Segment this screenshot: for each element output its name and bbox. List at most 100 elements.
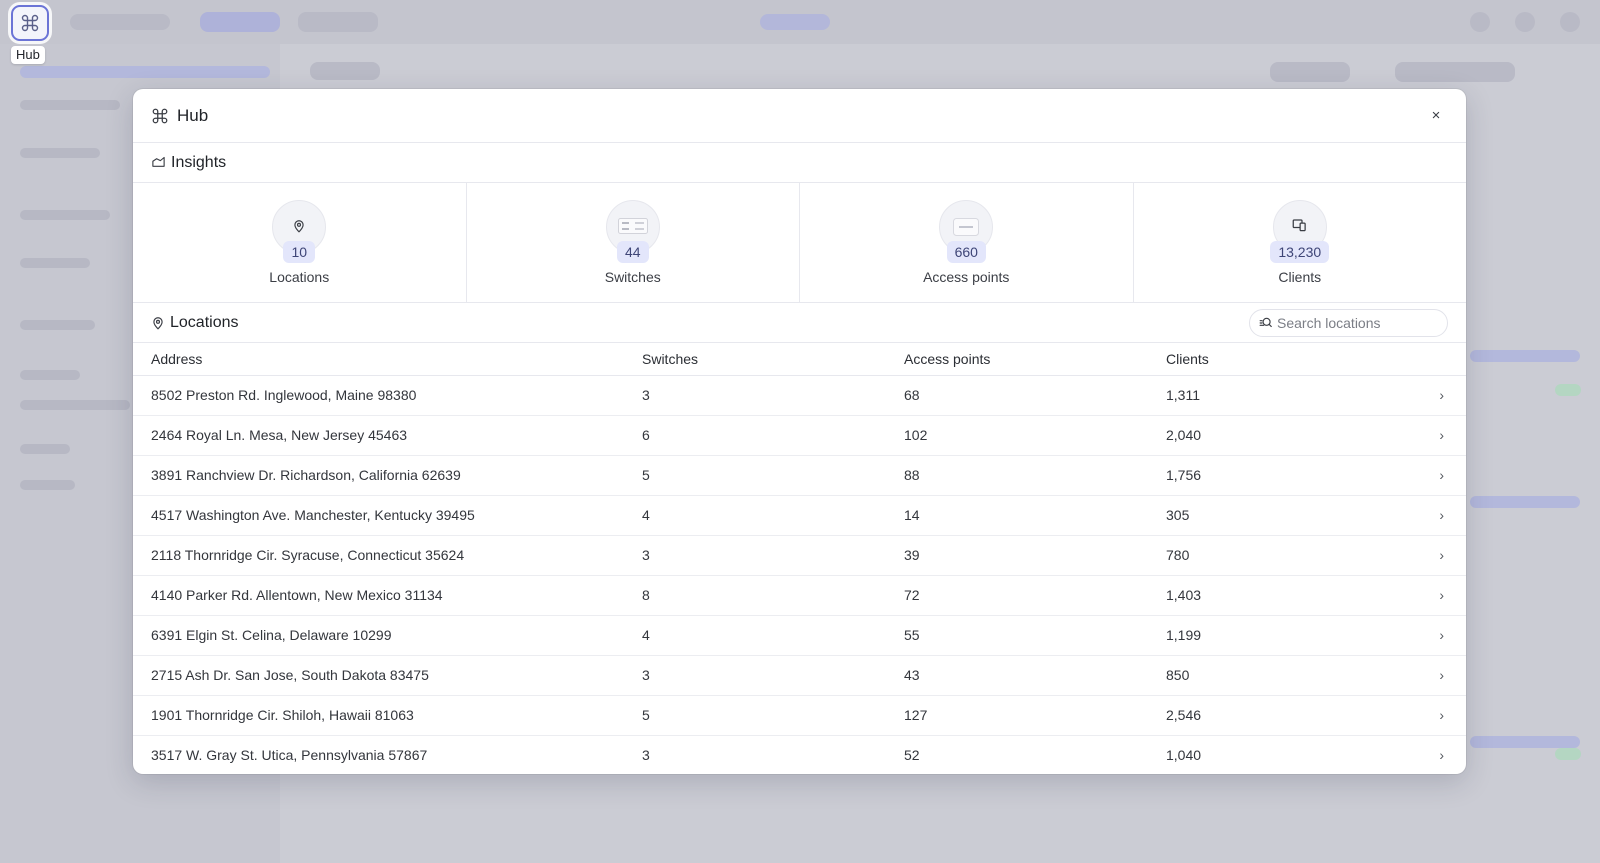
insight-card-clients[interactable]: 13,230 Clients [1134, 183, 1467, 302]
background-placeholder [1560, 12, 1580, 32]
insight-card-locations[interactable]: 10 Locations [133, 183, 467, 302]
column-header-actions [1428, 343, 1466, 376]
insights-header: Insights [133, 143, 1466, 183]
insights-row: 10 Locations 44 Switches [133, 183, 1466, 303]
table-row[interactable]: 4517 Washington Ave. Manchester, Kentuck… [133, 495, 1466, 536]
column-header-access-points[interactable]: Access points [904, 343, 1166, 376]
insight-card-access-points[interactable]: 660 Access points [800, 183, 1134, 302]
cell-address: 2715 Ash Dr. San Jose, South Dakota 8347… [133, 655, 642, 696]
background-placeholder [70, 14, 170, 30]
cell-clients: 1,756 [1166, 455, 1428, 496]
cell-access-points: 127 [904, 695, 1166, 736]
chevron-right-icon[interactable]: › [1439, 747, 1444, 764]
background-placeholder [200, 12, 280, 32]
insight-icon-circle [605, 200, 660, 254]
cell-access-points: 14 [904, 495, 1166, 536]
cell-access-points: 39 [904, 535, 1166, 576]
cell-address: 4517 Washington Ave. Manchester, Kentuck… [133, 495, 642, 536]
search-input[interactable] [1277, 314, 1437, 331]
chevron-right-icon[interactable]: › [1428, 455, 1466, 496]
chevron-right-icon[interactable]: › [1428, 695, 1466, 736]
background-placeholder [20, 480, 75, 490]
cell-switches: 4 [642, 495, 904, 536]
cell-clients: 305 [1166, 495, 1428, 536]
table-row[interactable]: 3517 W. Gray St. Utica, Pennsylvania 578… [133, 735, 1466, 774]
column-header-switches[interactable]: Switches [642, 343, 904, 376]
insight-label: Access points [923, 269, 1010, 285]
chevron-right-icon[interactable]: › [1428, 375, 1466, 416]
cell-switches: 3 [642, 747, 650, 764]
table-header-row: Address Switches Access points Clients [133, 343, 1466, 376]
close-button[interactable]: × [1424, 104, 1448, 128]
cell-address: 6391 Elgin St. Celina, Delaware 10299 [133, 615, 642, 656]
insight-count: 660 [946, 241, 986, 263]
cell-switches: 4 [642, 615, 904, 656]
chevron-right-icon[interactable]: › [1428, 535, 1466, 576]
close-icon: × [1431, 107, 1441, 124]
search-icon [1259, 316, 1273, 330]
table-row[interactable]: 8502 Preston Rd. Inglewood, Maine 98380 … [133, 375, 1466, 416]
cell-switches: 3 [642, 375, 904, 416]
search-box[interactable] [1249, 308, 1448, 337]
background-placeholder [1470, 496, 1580, 508]
cell-address: 2464 Royal Ln. Mesa, New Jersey 45463 [133, 415, 642, 456]
background-placeholder [1270, 62, 1350, 82]
insight-label: Switches [604, 269, 661, 285]
cell-access-points: 55 [904, 615, 1166, 656]
cell-access-points: 72 [904, 575, 1166, 616]
cell-access-points: 52 [904, 747, 920, 764]
chevron-right-icon[interactable]: › [1428, 615, 1466, 656]
background-placeholder [1555, 748, 1581, 760]
background-placeholder [20, 148, 100, 158]
table-row[interactable]: 2464 Royal Ln. Mesa, New Jersey 45463 6 … [133, 415, 1466, 456]
table-row[interactable]: 6391 Elgin St. Celina, Delaware 10299 4 … [133, 615, 1466, 656]
command-icon [20, 13, 40, 33]
locations-header: Locations [133, 303, 1466, 343]
background-placeholder [20, 100, 120, 110]
modal-title: Hub [177, 105, 209, 125]
table-row[interactable]: 2715 Ash Dr. San Jose, South Dakota 8347… [133, 655, 1466, 696]
hub-launcher-button[interactable] [11, 5, 49, 41]
table-row[interactable]: 1901 Thornridge Cir. Shiloh, Hawaii 8106… [133, 695, 1466, 736]
cell-clients: 2,546 [1166, 695, 1428, 736]
background-placeholder [20, 66, 270, 78]
cell-address: 3891 Ranchview Dr. Richardson, Californi… [133, 455, 642, 496]
background-placeholder [760, 14, 830, 30]
column-header-address[interactable]: Address [133, 343, 642, 376]
command-icon [151, 107, 169, 125]
insight-label: Locations [269, 269, 330, 285]
devices-icon [1292, 218, 1307, 232]
cell-address: 8502 Preston Rd. Inglewood, Maine 98380 [133, 375, 642, 416]
background-placeholder [20, 210, 110, 220]
hub-modal: Hub × Insights 10 Locations [133, 89, 1466, 774]
chevron-right-icon[interactable]: › [1428, 495, 1466, 536]
cell-access-points: 43 [904, 655, 1166, 696]
insight-count: 10 [283, 241, 316, 263]
map-pin-icon [292, 218, 306, 234]
cell-clients: 850 [1166, 655, 1428, 696]
background-placeholder [1470, 736, 1580, 748]
cell-switches: 5 [642, 455, 904, 496]
table-row[interactable]: 2118 Thornridge Cir. Syracuse, Connectic… [133, 535, 1466, 576]
table-row[interactable]: 4140 Parker Rd. Allentown, New Mexico 31… [133, 575, 1466, 616]
table-row[interactable]: 3891 Ranchview Dr. Richardson, Californi… [133, 455, 1466, 496]
cell-address: 4140 Parker Rd. Allentown, New Mexico 31… [133, 575, 642, 616]
cell-clients: 1,403 [1166, 575, 1428, 616]
chevron-right-icon[interactable]: › [1428, 655, 1466, 696]
cell-switches: 3 [642, 655, 904, 696]
cell-access-points: 68 [904, 375, 1166, 416]
column-header-clients[interactable]: Clients [1166, 343, 1428, 376]
cell-clients: 1,311 [1166, 375, 1428, 416]
chevron-right-icon[interactable]: › [1428, 575, 1466, 616]
background-placeholder [1555, 384, 1581, 396]
cell-clients: 780 [1166, 535, 1428, 576]
insight-count: 13,230 [1270, 241, 1330, 263]
cell-address: 3517 W. Gray St. Utica, Pennsylvania 578… [151, 747, 428, 764]
cell-clients: 1,040 [1166, 747, 1202, 764]
chevron-right-icon[interactable]: › [1428, 415, 1466, 456]
insight-card-switches[interactable]: 44 Switches [467, 183, 800, 302]
background-placeholder [20, 444, 70, 454]
modal-header: Hub × [133, 89, 1466, 143]
background-placeholder [20, 400, 130, 410]
insight-count: 44 [616, 241, 649, 263]
